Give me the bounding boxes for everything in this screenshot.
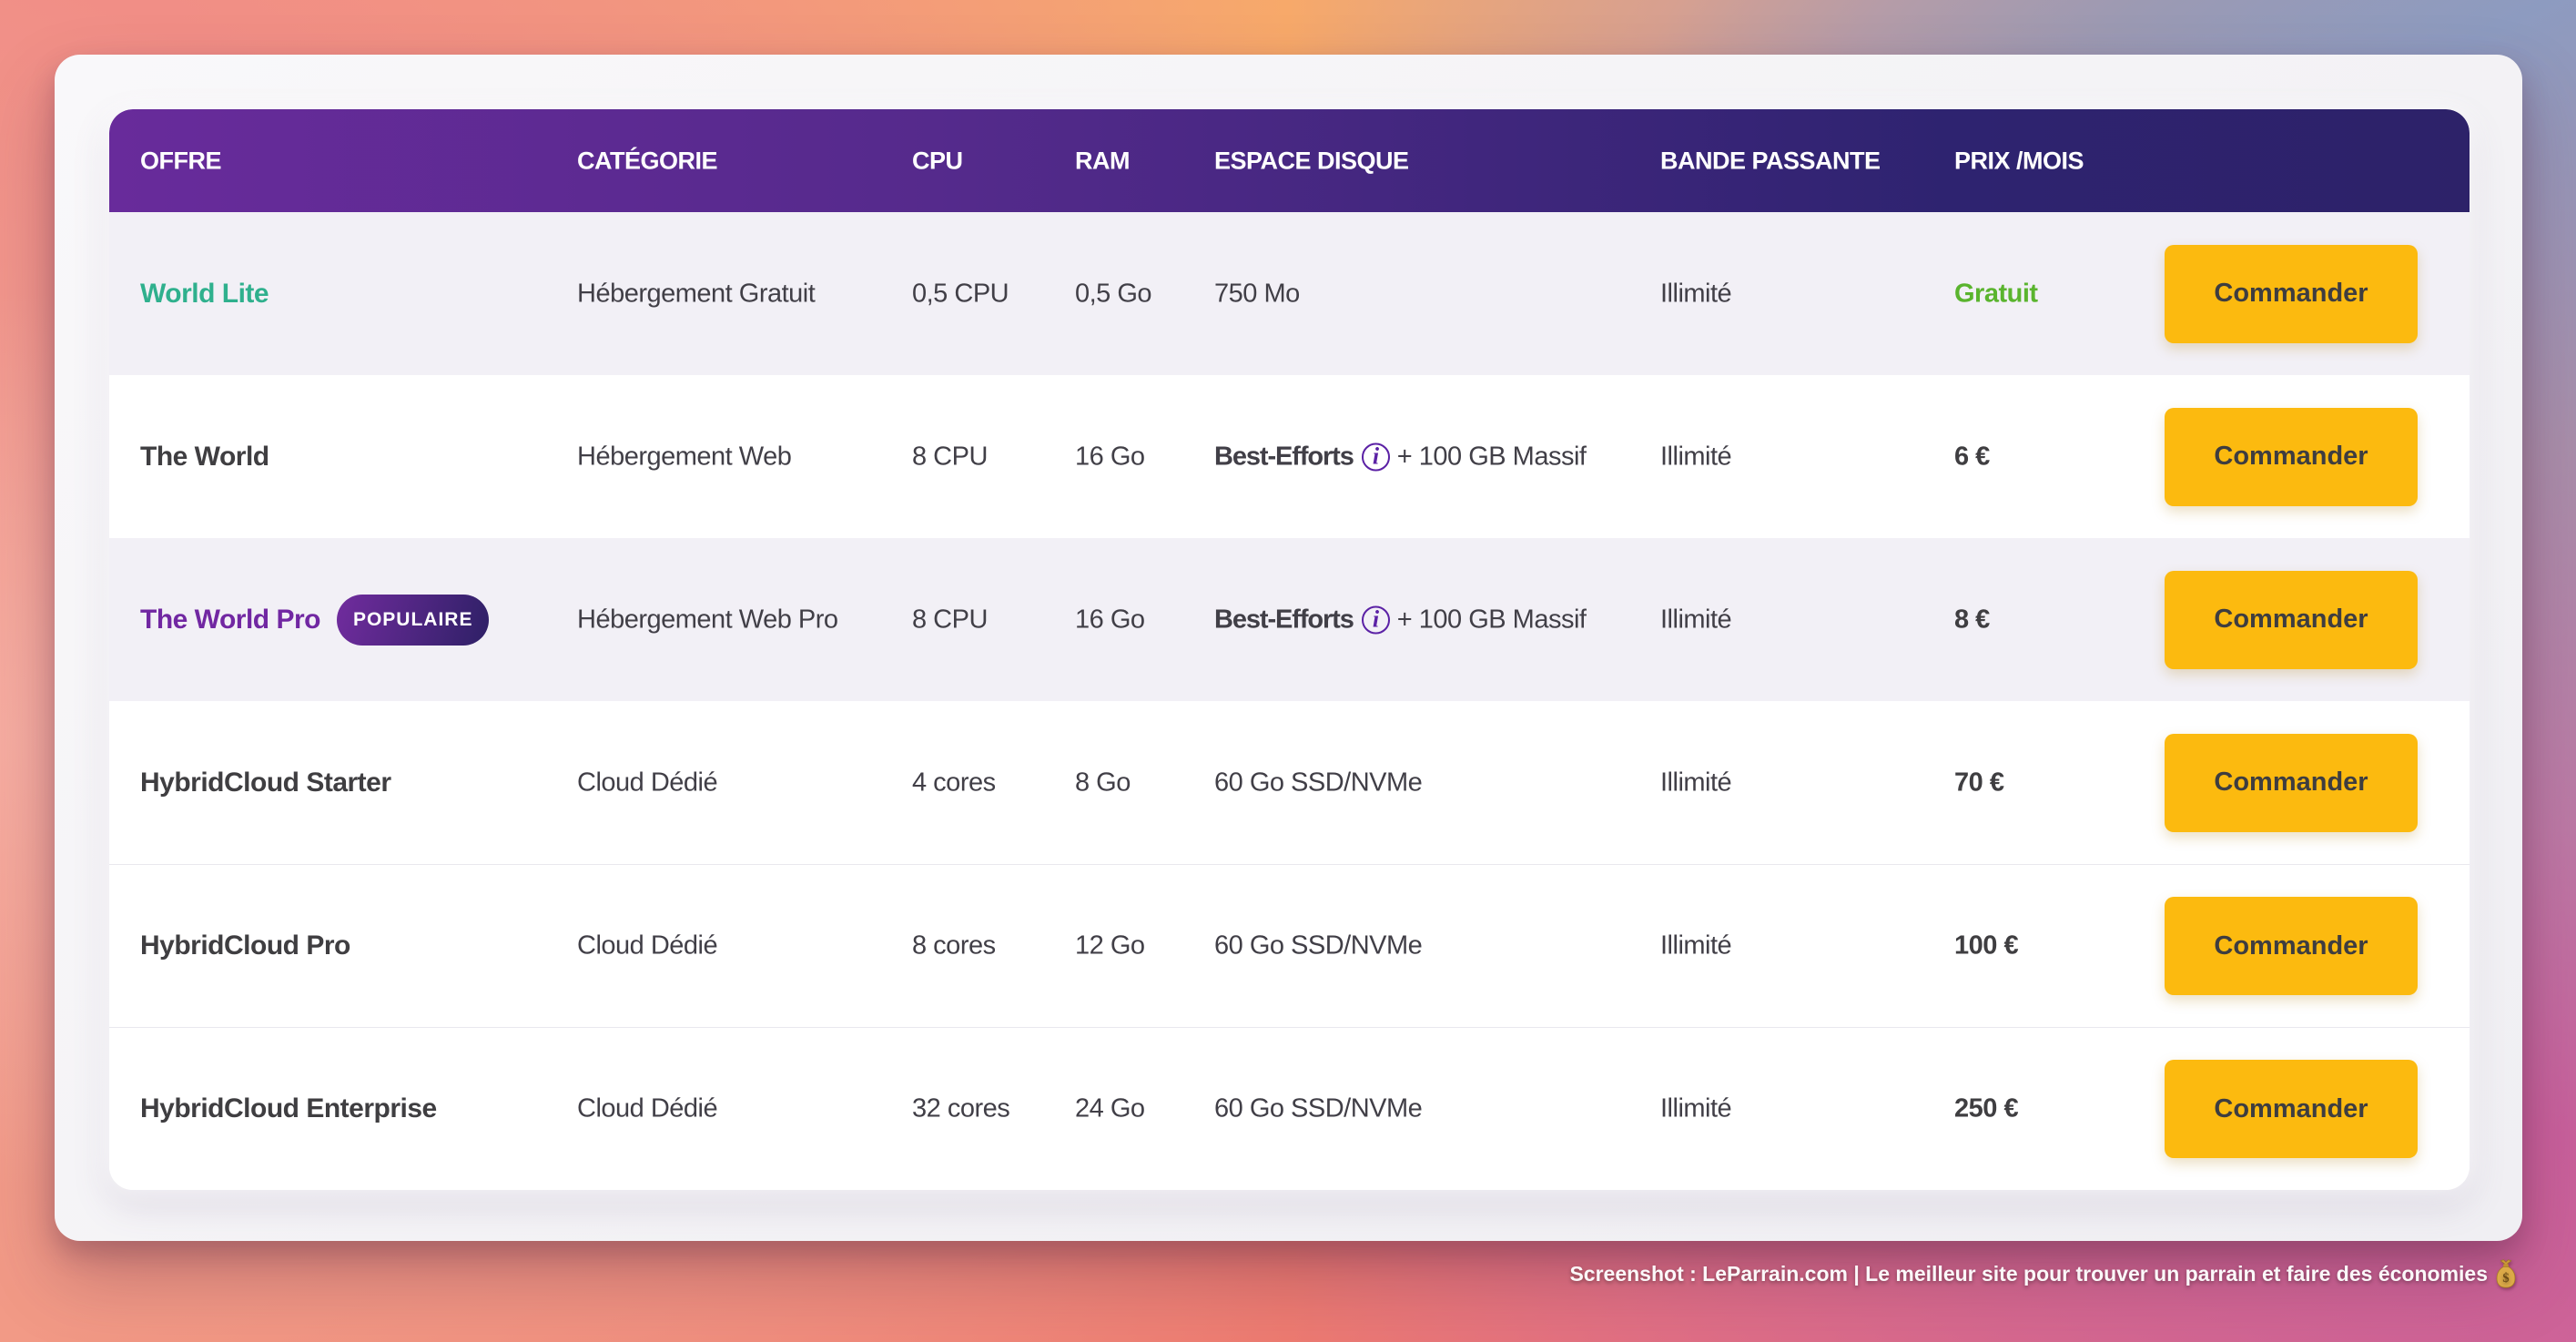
- svg-text:$: $: [2502, 1271, 2509, 1286]
